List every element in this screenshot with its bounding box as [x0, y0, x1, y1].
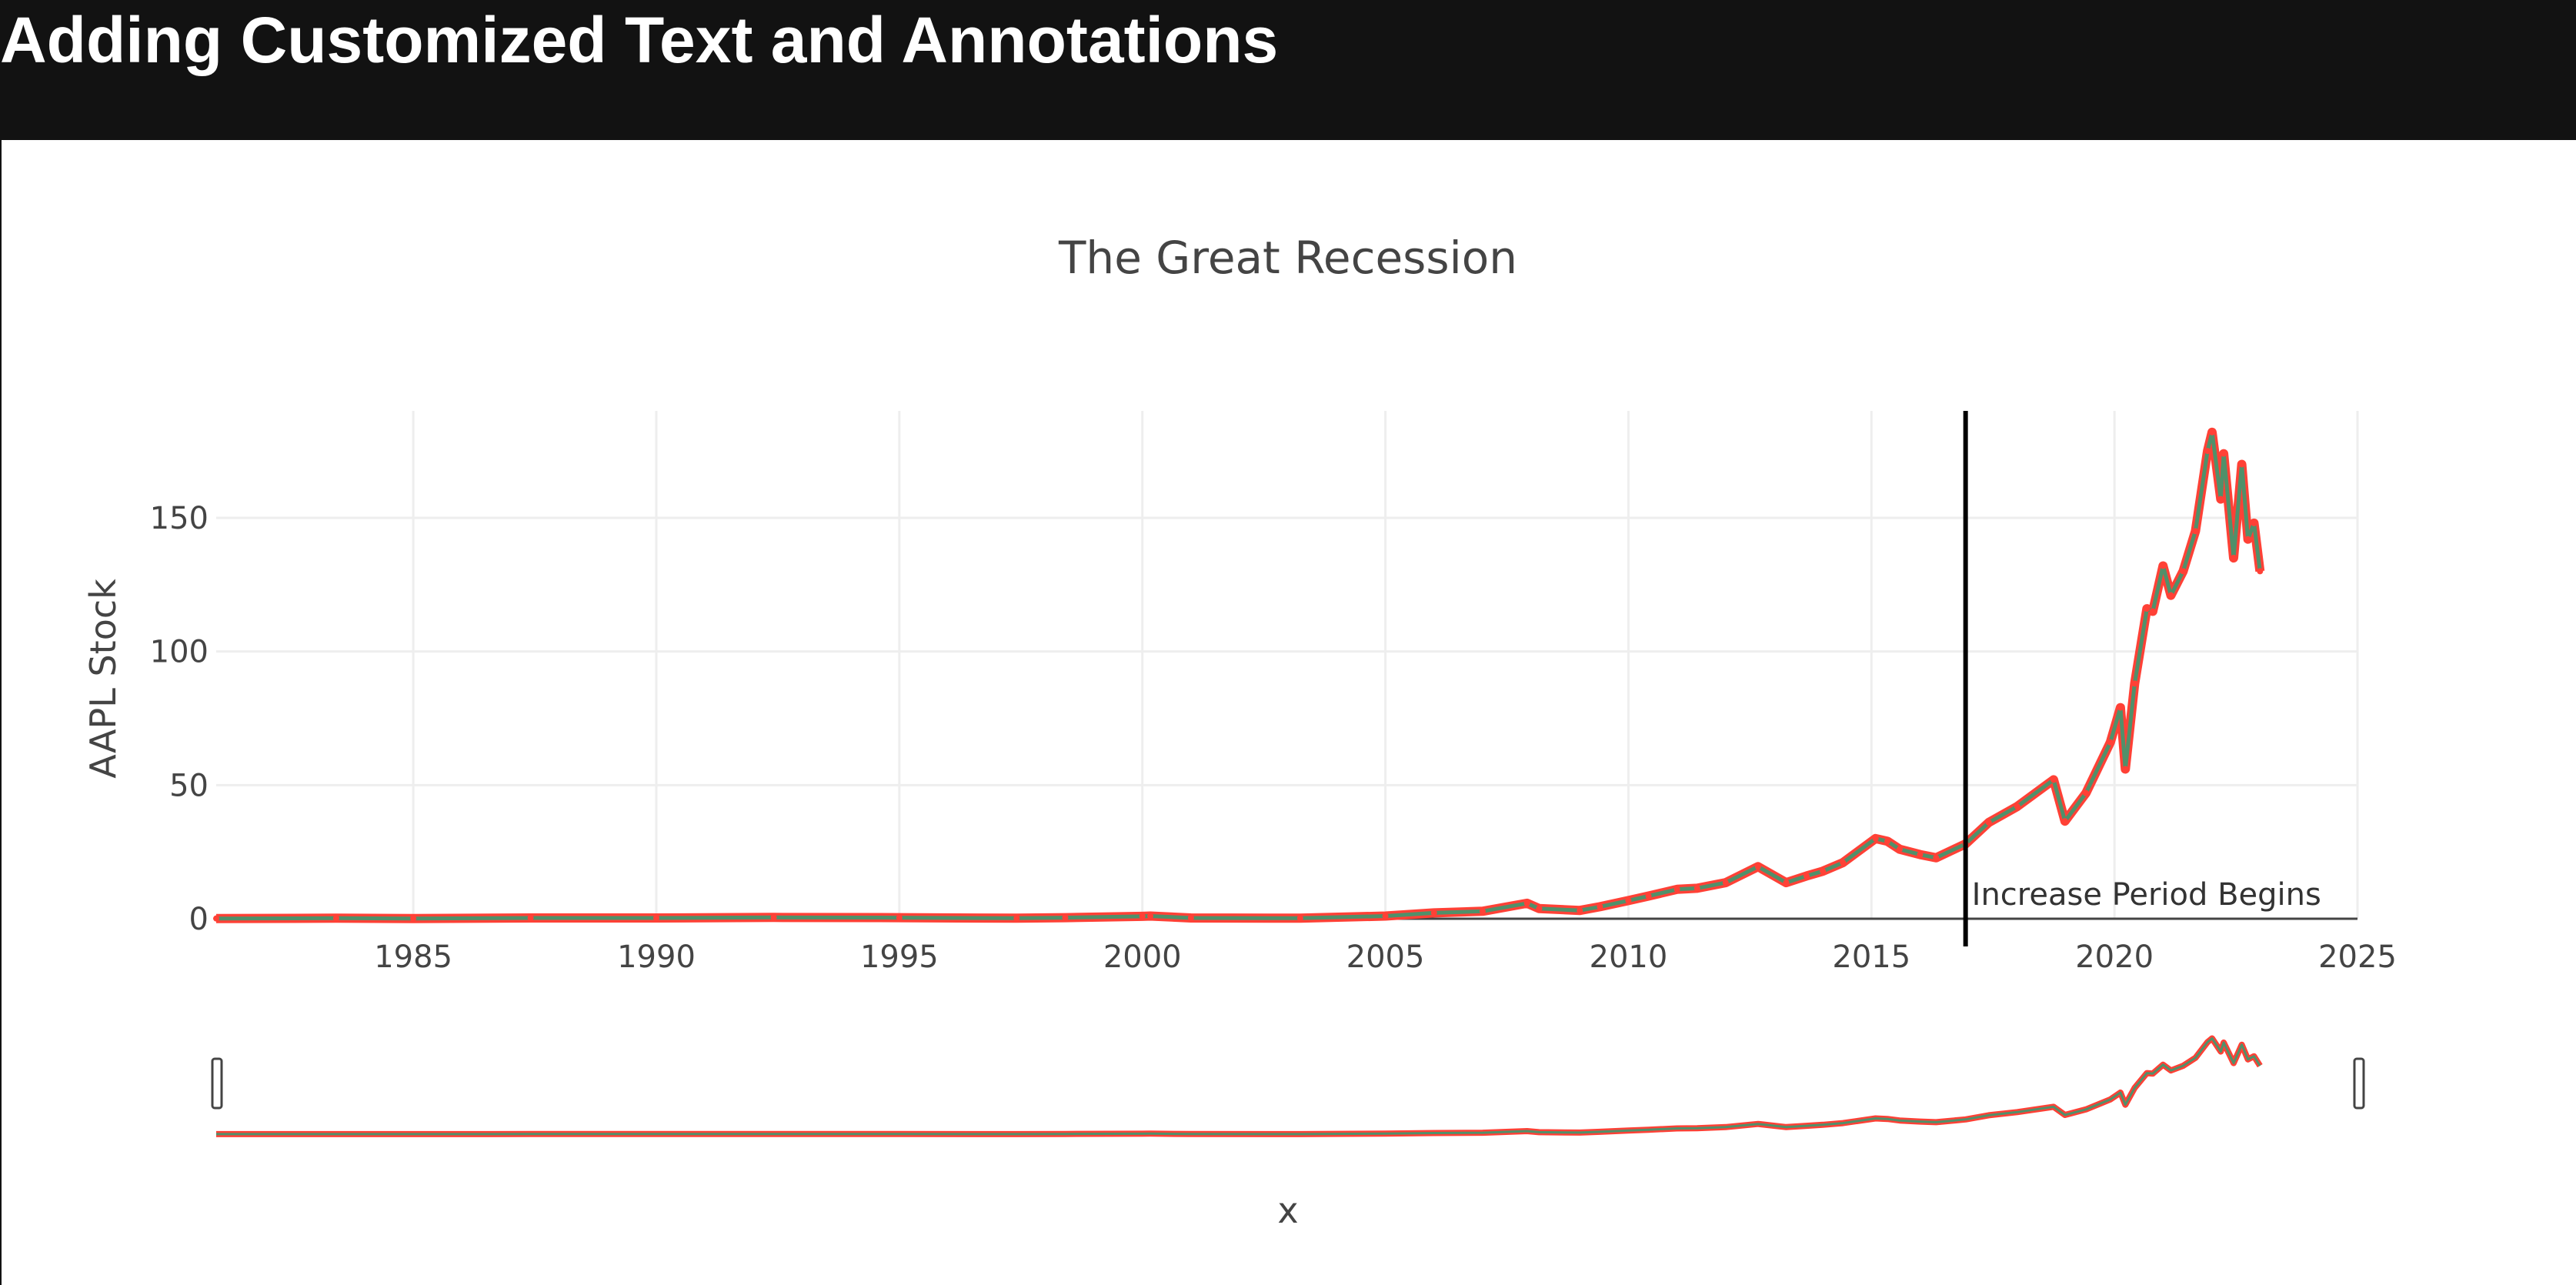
y-tick-label: 0 — [189, 902, 209, 937]
data-point[interactable] — [1896, 846, 1903, 853]
chart-panel: The Great Recession 0 50 100 150 1985 1990 19… — [0, 140, 2574, 1285]
data-point[interactable] — [2217, 496, 2224, 502]
data-point[interactable] — [2083, 789, 2090, 796]
data-point[interactable] — [2231, 555, 2237, 562]
data-point[interactable] — [1884, 838, 1891, 845]
annotation-text: Increase Period Begins — [1972, 877, 2321, 913]
page-heading: Adding Customized Text and Annotations — [0, 4, 1279, 76]
data-point[interactable] — [1872, 835, 1879, 842]
x-tick-label: 1995 — [860, 940, 939, 975]
data-point[interactable] — [1783, 879, 1790, 886]
data-point[interactable] — [1820, 868, 1827, 875]
data-point[interactable] — [1187, 914, 1194, 921]
page-header: Adding Customized Text and Annotations — [0, 0, 2576, 140]
chart-title: The Great Recession — [1058, 232, 1517, 284]
y-tick-label: 100 — [150, 635, 209, 670]
slider-handle-left[interactable] — [211, 1057, 223, 1110]
data-point[interactable] — [896, 914, 903, 921]
series-line-decreasing[interactable] — [215, 427, 2265, 923]
grid-lines — [216, 411, 2359, 920]
x-tick-label: 2010 — [1590, 940, 1668, 975]
data-point[interactable] — [1840, 859, 1847, 866]
data-point[interactable] — [332, 915, 339, 922]
data-point[interactable] — [2122, 766, 2129, 773]
data-point[interactable] — [1479, 908, 1486, 915]
data-point[interactable] — [527, 914, 534, 921]
data-point[interactable] — [2050, 776, 2057, 783]
data-point[interactable] — [652, 914, 659, 921]
data-point[interactable] — [1523, 900, 1530, 906]
data-point[interactable] — [1985, 819, 1992, 826]
data-point[interactable] — [1139, 913, 1146, 920]
data-point[interactable] — [1933, 854, 1940, 861]
data-point[interactable] — [1625, 897, 1632, 904]
data-point[interactable] — [2209, 429, 2216, 436]
data-point[interactable] — [1722, 879, 1729, 886]
data-point[interactable] — [2167, 592, 2174, 599]
data-point[interactable] — [2192, 528, 2199, 535]
data-point[interactable] — [1803, 873, 1810, 879]
data-point[interactable] — [770, 914, 777, 921]
x-tick-label: 1990 — [617, 940, 696, 975]
data-point[interactable] — [2131, 680, 2138, 687]
data-point[interactable] — [213, 915, 219, 922]
data-point[interactable] — [2238, 461, 2245, 468]
x-tick-label: 2000 — [1103, 940, 1182, 975]
data-point[interactable] — [2251, 519, 2257, 526]
data-point[interactable] — [2204, 448, 2211, 455]
data-point[interactable] — [2107, 739, 2114, 746]
x-tick-label: 2025 — [2318, 940, 2397, 975]
x-tick-label: 2020 — [2075, 940, 2154, 975]
data-point[interactable] — [1062, 914, 1069, 921]
data-point[interactable] — [2144, 606, 2151, 612]
data-point[interactable] — [1296, 915, 1303, 922]
data-point[interactable] — [1430, 910, 1437, 916]
data-point[interactable] — [2160, 562, 2167, 569]
data-point[interactable] — [410, 915, 417, 922]
y-axis-label: AAPL Stock — [82, 579, 124, 779]
x-tick-label: 2005 — [1346, 940, 1425, 975]
x-axis-ticks: 1985 1990 1995 2000 2005 2010 2015 2020 2025 — [374, 940, 2397, 975]
slider-handle-right[interactable] — [2353, 1057, 2365, 1110]
data-point[interactable] — [2244, 536, 2251, 542]
data-point[interactable] — [1382, 913, 1389, 920]
data-point[interactable] — [2257, 568, 2264, 575]
y-tick-label: 50 — [169, 768, 209, 803]
data-point[interactable] — [2180, 568, 2187, 575]
data-point[interactable] — [1754, 863, 1761, 870]
data-point[interactable] — [1673, 886, 1680, 893]
data-point[interactable] — [2014, 803, 2020, 810]
data-point[interactable] — [1147, 913, 1154, 920]
data-point[interactable] — [1013, 915, 1020, 922]
data-point[interactable] — [1577, 907, 1583, 914]
slider-series-increasing — [216, 1037, 2261, 1136]
data-point[interactable] — [1693, 885, 1700, 892]
data-point[interactable] — [1597, 903, 1603, 910]
data-point[interactable] — [1645, 893, 1652, 900]
data-point[interactable] — [1536, 905, 1543, 912]
y-tick-label: 150 — [150, 501, 209, 536]
range-slider[interactable] — [211, 1035, 2365, 1137]
x-tick-label: 1985 — [374, 940, 452, 975]
data-point[interactable] — [2149, 608, 2156, 615]
y-axis-ticks: 0 50 100 150 — [150, 501, 209, 937]
data-point[interactable] — [2061, 818, 2068, 825]
data-point[interactable] — [1917, 851, 1924, 858]
data-point[interactable] — [2117, 704, 2124, 711]
plot-area[interactable] — [213, 427, 2265, 923]
x-tick-label: 2015 — [1832, 940, 1910, 975]
x-axis-label: x — [1277, 1190, 1298, 1231]
data-point[interactable] — [2221, 450, 2227, 457]
